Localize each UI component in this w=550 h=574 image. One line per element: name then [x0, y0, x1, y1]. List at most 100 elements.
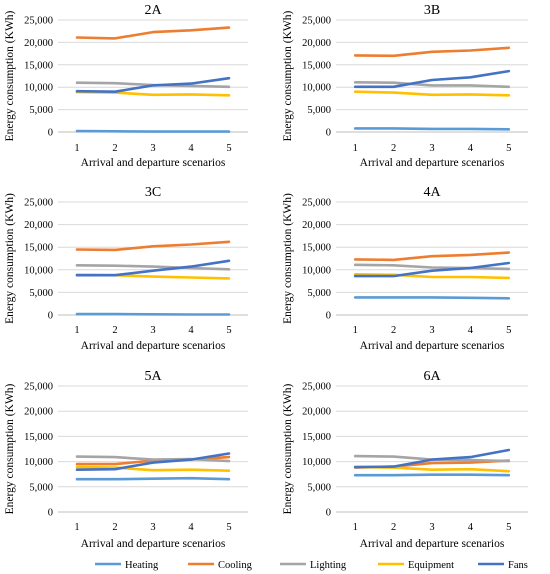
x-tick-label: 2 [391, 325, 396, 336]
chart-panel-6a: 0 5,000 10,000 15,000 20,000 25,000 1 2 3 4 5 6A Arr… [282, 369, 528, 550]
legend-label-lighting: Lighting [310, 560, 347, 571]
chart-panel-3b: 0 5,000 10,000 15,000 20,000 25,000 1 2 3 4 5 3B Arr… [282, 3, 528, 169]
y-axis-label: Energy consumption (KWh) [282, 383, 294, 514]
series-line-fans [353, 69, 511, 89]
panel-title: 3C [145, 185, 161, 200]
y-tick-label: 10,000 [24, 83, 53, 94]
panel-title: 4A [423, 185, 441, 200]
legend-label-heating: Heating [125, 560, 159, 571]
y-tick-label: 5,000 [29, 105, 53, 116]
y-tick-label: 5,000 [307, 288, 331, 299]
series-line-lighting [353, 81, 511, 89]
y-tick-label: 15,000 [24, 432, 53, 443]
series-line-lighting [75, 455, 231, 463]
chart-panel-4a: 0 5,000 10,000 15,000 20,000 25,000 1 2 3 4 5 4A Arr… [282, 185, 528, 352]
x-axis-label: Arrival and departure scenarios [81, 340, 226, 352]
x-tick-label: 5 [506, 522, 511, 533]
series-line-heating [75, 129, 231, 133]
y-axis-label: Energy consumption (KWh) [4, 383, 16, 514]
x-tick-label: 1 [74, 143, 79, 154]
x-tick-label: 5 [506, 143, 511, 154]
x-tick-label: 5 [226, 522, 231, 533]
series-line-heating [353, 296, 511, 300]
y-tick-label: 0 [48, 311, 53, 322]
panel-title: 3B [424, 3, 440, 18]
x-tick-label: 3 [150, 143, 155, 154]
series-line-heating [353, 473, 511, 477]
x-tick-label: 4 [468, 325, 474, 336]
y-tick-label: 25,000 [24, 16, 53, 27]
y-tick-label: 10,000 [302, 457, 331, 468]
y-tick-label: 10,000 [302, 83, 331, 94]
x-tick-label: 2 [112, 143, 117, 154]
series-line-fans [75, 452, 231, 472]
x-tick-label: 1 [74, 522, 79, 533]
x-tick-label: 2 [391, 522, 396, 533]
x-tick-label: 1 [353, 143, 358, 154]
x-axis-label: Arrival and departure scenarios [360, 157, 505, 169]
legend-label-cooling: Cooling [218, 560, 253, 571]
y-axis-label: Energy consumption (KWh) [4, 10, 16, 141]
y-axis-label: Energy consumption (KWh) [4, 193, 16, 324]
x-tick-label: 3 [429, 325, 434, 336]
series-line-heating [75, 476, 231, 481]
y-tick-label: 5,000 [307, 482, 331, 493]
x-tick-label: 1 [353, 522, 358, 533]
x-tick-label: 3 [429, 143, 434, 154]
y-tick-label: 20,000 [302, 407, 331, 418]
x-tick-label: 5 [226, 325, 231, 336]
series-line-equipment [353, 90, 511, 97]
y-tick-label: 10,000 [302, 265, 331, 276]
x-axis-label: Arrival and departure scenarios [360, 340, 505, 352]
y-tick-label: 20,000 [24, 407, 53, 418]
y-tick-label: 15,000 [302, 60, 331, 71]
x-axis-label: Arrival and departure scenarios [81, 538, 226, 550]
x-tick-label: 4 [188, 325, 194, 336]
y-tick-label: 25,000 [302, 16, 331, 27]
series-line-fans [75, 259, 231, 277]
series-line-equipment [353, 272, 511, 280]
chart-panel-5a: 0 5,000 10,000 15,000 20,000 25,000 1 2 3 4 5 5A Arr… [4, 369, 248, 550]
x-axis-label: Arrival and departure scenarios [360, 538, 505, 550]
x-tick-label: 2 [112, 325, 117, 336]
series-line-equipment [75, 465, 231, 473]
y-tick-label: 0 [48, 508, 53, 519]
x-tick-label: 4 [188, 522, 194, 533]
x-tick-label: 3 [150, 522, 155, 533]
panel-title: 2A [144, 3, 162, 18]
y-tick-label: 0 [326, 128, 331, 139]
series-line-lighting [353, 263, 511, 271]
x-tick-label: 3 [429, 522, 434, 533]
y-tick-label: 15,000 [302, 432, 331, 443]
y-axis-label: Energy consumption (KWh) [282, 193, 294, 324]
series-line-fans [353, 448, 511, 469]
y-tick-label: 20,000 [302, 38, 331, 49]
y-tick-label: 25,000 [302, 198, 331, 209]
x-tick-label: 5 [226, 143, 231, 154]
chart-panel-3c: 0 5,000 10,000 15,000 20,000 25,000 1 2 3 4 5 3C Arr… [4, 185, 248, 352]
y-tick-label: 5,000 [29, 482, 53, 493]
series-line-fans [75, 76, 231, 93]
panel-title: 5A [144, 369, 162, 384]
y-tick-label: 0 [326, 508, 331, 519]
y-tick-label: 5,000 [29, 288, 53, 299]
x-tick-label: 3 [150, 325, 155, 336]
x-tick-label: 4 [468, 522, 474, 533]
y-tick-label: 20,000 [24, 220, 53, 231]
y-tick-label: 20,000 [24, 38, 53, 49]
legend: Heating Cooling Lighting Equipment Fans [95, 560, 528, 571]
y-tick-label: 10,000 [24, 457, 53, 468]
x-tick-label: 4 [468, 143, 474, 154]
x-tick-label: 4 [188, 143, 194, 154]
y-tick-label: 0 [48, 128, 53, 139]
y-axis-label: Energy consumption (KWh) [282, 10, 294, 141]
y-tick-label: 25,000 [24, 382, 53, 393]
y-tick-label: 25,000 [302, 382, 331, 393]
legend-label-fans: Fans [508, 560, 528, 571]
y-tick-label: 20,000 [302, 220, 331, 231]
series-line-cooling [353, 46, 511, 58]
series-line-heating [353, 127, 511, 131]
chart-panel-2a: 0 5,000 10,000 15,000 20,000 25,000 1 2 3 4 5 2A Arr… [4, 3, 248, 169]
panel-title: 6A [423, 369, 441, 384]
